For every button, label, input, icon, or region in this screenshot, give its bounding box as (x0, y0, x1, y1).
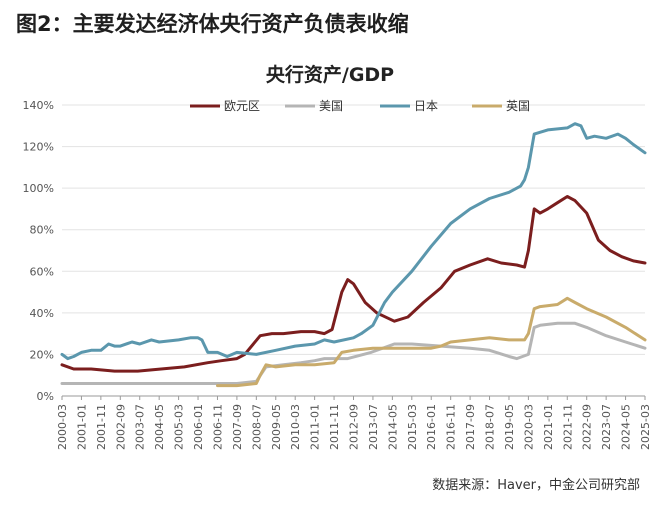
chart-title: 央行资产/GDP (265, 64, 395, 86)
x-tick-label: 2007-09 (231, 404, 244, 450)
y-tick-label: 120% (23, 141, 54, 154)
y-tick-label: 100% (23, 182, 54, 195)
x-tick-label: 2006-11 (211, 404, 224, 450)
legend: 欧元区 美国 日本 英国 (190, 99, 530, 113)
y-tick-label: 40% (30, 307, 54, 320)
source-note: 数据来源：Haver，中金公司研究部 (432, 478, 640, 493)
x-tick-label: 2017-09 (464, 404, 477, 450)
figure-title: 图2：主要发达经济体央行资产负债表收缩 (16, 12, 409, 36)
x-tick-label: 2003-07 (134, 404, 147, 450)
y-tick-label: 60% (30, 265, 54, 278)
y-tick-label: 80% (30, 224, 54, 237)
x-tick-label: 2013-07 (367, 404, 380, 450)
x-tick-label: 2019-05 (503, 404, 516, 450)
series-line (60, 195, 647, 373)
legend-label: 英国 (506, 99, 530, 113)
y-tick-label: 20% (30, 348, 54, 361)
x-tick-label: 2023-07 (600, 404, 613, 450)
x-tick-label: 2016-11 (445, 404, 458, 450)
x-tick-label: 2020-03 (522, 404, 535, 450)
x-tick-label: 2002-09 (114, 404, 127, 450)
x-tick-label: 2008-07 (250, 404, 263, 450)
gridlines (62, 104, 645, 397)
series-line (60, 122, 647, 361)
y-tick-label: 140% (23, 99, 54, 112)
y-axis: 0% 20% 40% 60% 80% 100% 120% 140% (23, 99, 54, 403)
x-tick-label: 2018-07 (484, 404, 497, 450)
legend-label: 欧元区 (224, 99, 260, 113)
x-axis: 2000-03 2001-01 2001-11 2002-09 2003-07 2004-… (56, 396, 652, 450)
x-tick-label: 2009-05 (270, 404, 283, 450)
series-line (216, 296, 647, 388)
legend-label: 美国 (319, 99, 343, 113)
x-tick-label: 2001-11 (95, 404, 108, 450)
x-tick-label: 2004-05 (153, 404, 166, 450)
x-tick-label: 2014-05 (386, 404, 399, 450)
x-tick-label: 2010-03 (289, 404, 302, 450)
x-tick-label: 2021-11 (561, 404, 574, 450)
x-tick-label: 2022-09 (581, 404, 594, 450)
x-tick-label: 2012-09 (348, 404, 361, 450)
series-lines (60, 122, 647, 388)
y-tick-label: 0% (37, 390, 54, 403)
x-tick-label: 2005-03 (173, 404, 186, 450)
x-tick-label: 2024-05 (620, 404, 633, 450)
x-tick-label: 2021-01 (542, 404, 555, 450)
x-tick-label: 2011-11 (328, 404, 341, 450)
x-tick-label: 2011-01 (309, 404, 322, 450)
x-tick-label: 2025-03 (639, 404, 652, 450)
x-tick-label: 2015-03 (406, 404, 419, 450)
legend-label: 日本 (414, 99, 438, 113)
x-tick-label: 2001-01 (75, 404, 88, 450)
x-tick-label: 2006-01 (192, 404, 205, 450)
x-tick-label: 2016-01 (425, 404, 438, 450)
series-line (60, 321, 647, 385)
x-tick-label: 2000-03 (56, 404, 69, 450)
